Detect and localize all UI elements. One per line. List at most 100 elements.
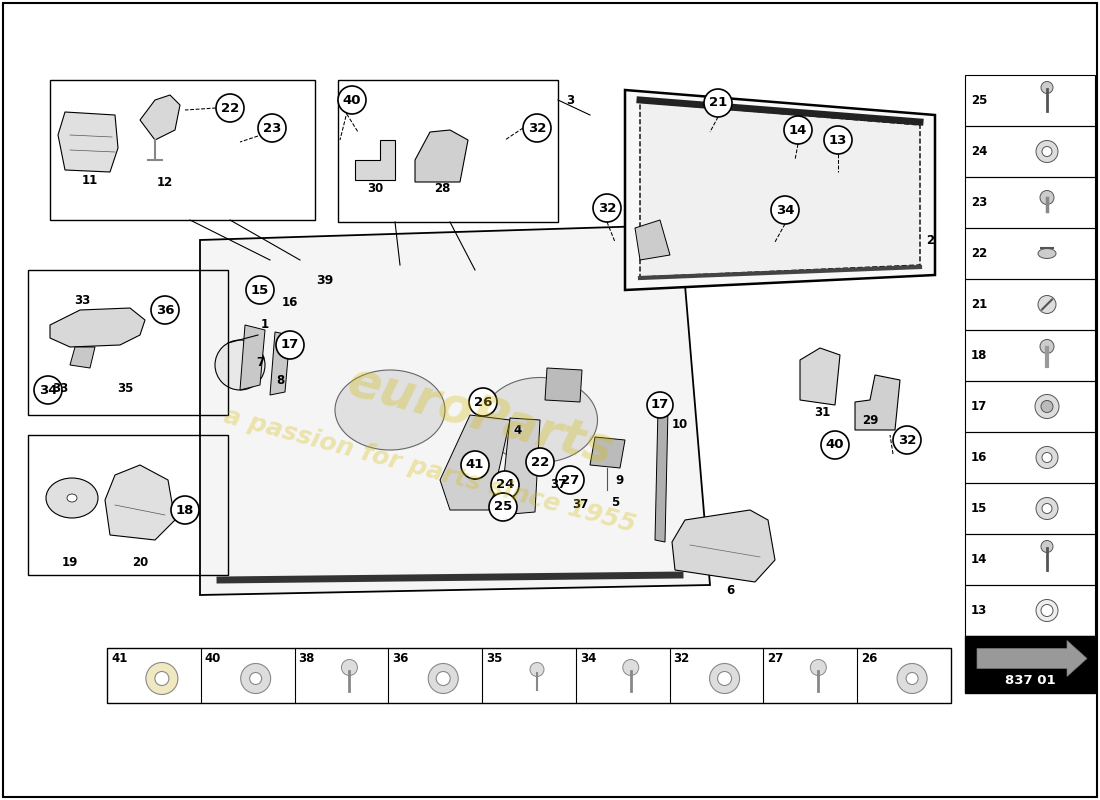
Ellipse shape <box>483 378 597 462</box>
Circle shape <box>623 659 639 675</box>
Bar <box>28 435 228 575</box>
Text: 40: 40 <box>343 94 361 106</box>
Text: 6: 6 <box>726 583 734 597</box>
Bar <box>965 126 1094 177</box>
Text: 32: 32 <box>528 122 547 134</box>
Bar <box>965 534 1094 585</box>
Circle shape <box>1036 599 1058 622</box>
Polygon shape <box>50 308 145 347</box>
Circle shape <box>338 86 366 114</box>
Text: 38: 38 <box>298 651 315 665</box>
Text: 1: 1 <box>261 318 270 331</box>
Circle shape <box>593 194 622 222</box>
Polygon shape <box>500 418 540 515</box>
Text: 39: 39 <box>317 274 333 286</box>
Text: 15: 15 <box>971 502 987 515</box>
Circle shape <box>1042 503 1052 514</box>
Text: 22: 22 <box>531 455 549 469</box>
Circle shape <box>216 94 244 122</box>
Circle shape <box>717 671 732 686</box>
Text: 33: 33 <box>52 382 68 394</box>
Text: 17: 17 <box>280 338 299 351</box>
Circle shape <box>556 466 584 494</box>
Circle shape <box>1035 394 1059 418</box>
Polygon shape <box>672 510 776 582</box>
Text: 37: 37 <box>550 478 566 491</box>
Text: 32: 32 <box>898 434 916 446</box>
Polygon shape <box>415 130 468 182</box>
Ellipse shape <box>1038 249 1056 258</box>
Circle shape <box>241 663 271 694</box>
Circle shape <box>491 471 519 499</box>
Text: 17: 17 <box>971 400 987 413</box>
Circle shape <box>1042 146 1052 157</box>
Circle shape <box>428 663 459 694</box>
Circle shape <box>461 451 490 479</box>
Text: 19: 19 <box>62 555 78 569</box>
Text: 15: 15 <box>251 283 270 297</box>
Text: 3: 3 <box>565 94 574 106</box>
Text: 32: 32 <box>597 202 616 214</box>
Polygon shape <box>800 348 840 405</box>
Text: 22: 22 <box>221 102 239 114</box>
Circle shape <box>437 671 450 686</box>
Text: 18: 18 <box>971 349 987 362</box>
Text: 34: 34 <box>580 651 596 665</box>
Text: 34: 34 <box>39 383 57 397</box>
Circle shape <box>151 296 179 324</box>
Text: 8: 8 <box>276 374 284 386</box>
Polygon shape <box>104 465 175 540</box>
Bar <box>965 432 1094 483</box>
Text: 21: 21 <box>708 97 727 110</box>
Polygon shape <box>544 368 582 402</box>
Circle shape <box>490 493 517 521</box>
Text: a passion for parts since 1955: a passion for parts since 1955 <box>221 403 639 537</box>
Text: 36: 36 <box>156 303 174 317</box>
Circle shape <box>771 196 799 224</box>
Text: 33: 33 <box>74 294 90 306</box>
Polygon shape <box>654 408 668 542</box>
Text: 14: 14 <box>971 553 987 566</box>
Circle shape <box>1041 401 1053 413</box>
Text: 28: 28 <box>433 182 450 194</box>
Circle shape <box>824 126 852 154</box>
Text: 13: 13 <box>828 134 847 146</box>
Circle shape <box>34 376 62 404</box>
Text: 26: 26 <box>474 395 492 409</box>
Polygon shape <box>640 102 920 277</box>
Circle shape <box>898 663 927 694</box>
Polygon shape <box>855 375 900 430</box>
Text: 26: 26 <box>861 651 878 665</box>
Circle shape <box>710 663 739 694</box>
Bar <box>965 330 1094 381</box>
Text: 23: 23 <box>971 196 987 209</box>
Bar <box>965 228 1094 279</box>
Circle shape <box>155 671 169 686</box>
Text: 5: 5 <box>610 495 619 509</box>
Text: 25: 25 <box>494 501 513 514</box>
Text: 29: 29 <box>861 414 878 426</box>
Circle shape <box>1041 605 1053 617</box>
Text: 41: 41 <box>465 458 484 471</box>
Polygon shape <box>200 225 710 595</box>
Circle shape <box>276 331 304 359</box>
Text: 24: 24 <box>971 145 987 158</box>
Polygon shape <box>625 90 935 290</box>
Bar <box>965 636 1094 693</box>
Circle shape <box>1040 339 1054 354</box>
Polygon shape <box>355 140 395 180</box>
Bar <box>965 75 1094 126</box>
Polygon shape <box>635 220 670 260</box>
Text: 37: 37 <box>572 498 588 511</box>
Text: 21: 21 <box>971 298 987 311</box>
Text: 30: 30 <box>367 182 383 194</box>
Circle shape <box>1038 295 1056 314</box>
Bar <box>50 80 315 220</box>
Text: 17: 17 <box>651 398 669 411</box>
Ellipse shape <box>336 370 446 450</box>
Polygon shape <box>58 112 118 172</box>
Circle shape <box>526 448 554 476</box>
Text: 27: 27 <box>561 474 579 486</box>
Text: 13: 13 <box>971 604 987 617</box>
Circle shape <box>821 431 849 459</box>
